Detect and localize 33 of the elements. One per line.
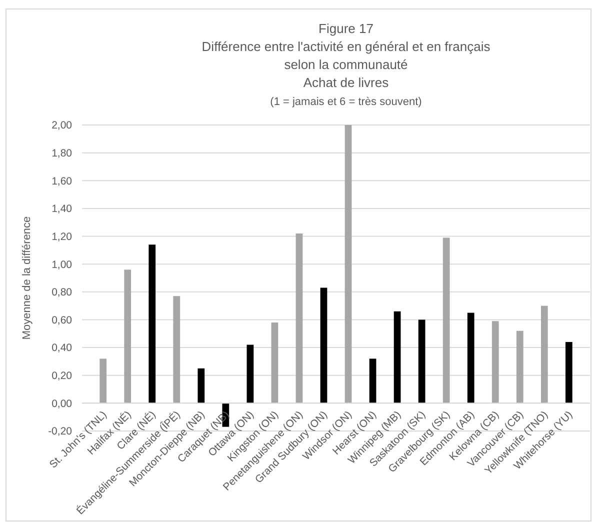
y-tick-label: 0,60	[52, 314, 72, 326]
y-tick-label: 1,60	[52, 175, 72, 188]
bar	[320, 288, 328, 404]
bar	[100, 358, 107, 404]
bar	[442, 238, 450, 404]
y-tick-label: 0,80	[52, 286, 72, 299]
bar	[173, 296, 180, 404]
y-tick-label: 1,00	[52, 258, 72, 271]
y-axis-title: Moyenne de la différence	[21, 216, 33, 340]
y-tick-label: 0,40	[52, 342, 72, 354]
bar	[565, 342, 572, 404]
chart-title: Figure 17 Différence entre l'activité en général et en français selon la communauté Achat de livres	[202, 21, 491, 90]
bar	[369, 358, 376, 404]
bar	[271, 322, 278, 404]
y-tick-label: 0,00	[52, 398, 72, 410]
bar	[246, 344, 254, 404]
y-tick-label: 0,20	[52, 370, 72, 382]
bar	[124, 270, 132, 404]
y-tick-label: 2,00	[52, 120, 72, 132]
bar	[467, 312, 474, 404]
bar	[492, 321, 499, 404]
chart-subtitle: (1 = jamais et 6 = très souvent)	[270, 96, 422, 108]
y-tick-label: 1,40	[52, 203, 72, 216]
y-tick-label: 1,80	[52, 147, 72, 160]
bar	[540, 306, 548, 404]
y-tick-label: 1,20	[52, 230, 72, 243]
bar	[394, 311, 401, 404]
bar	[296, 233, 303, 404]
bar	[418, 320, 426, 404]
bar	[198, 368, 205, 404]
bar	[344, 125, 352, 404]
bar	[148, 244, 156, 404]
bar	[516, 330, 524, 404]
